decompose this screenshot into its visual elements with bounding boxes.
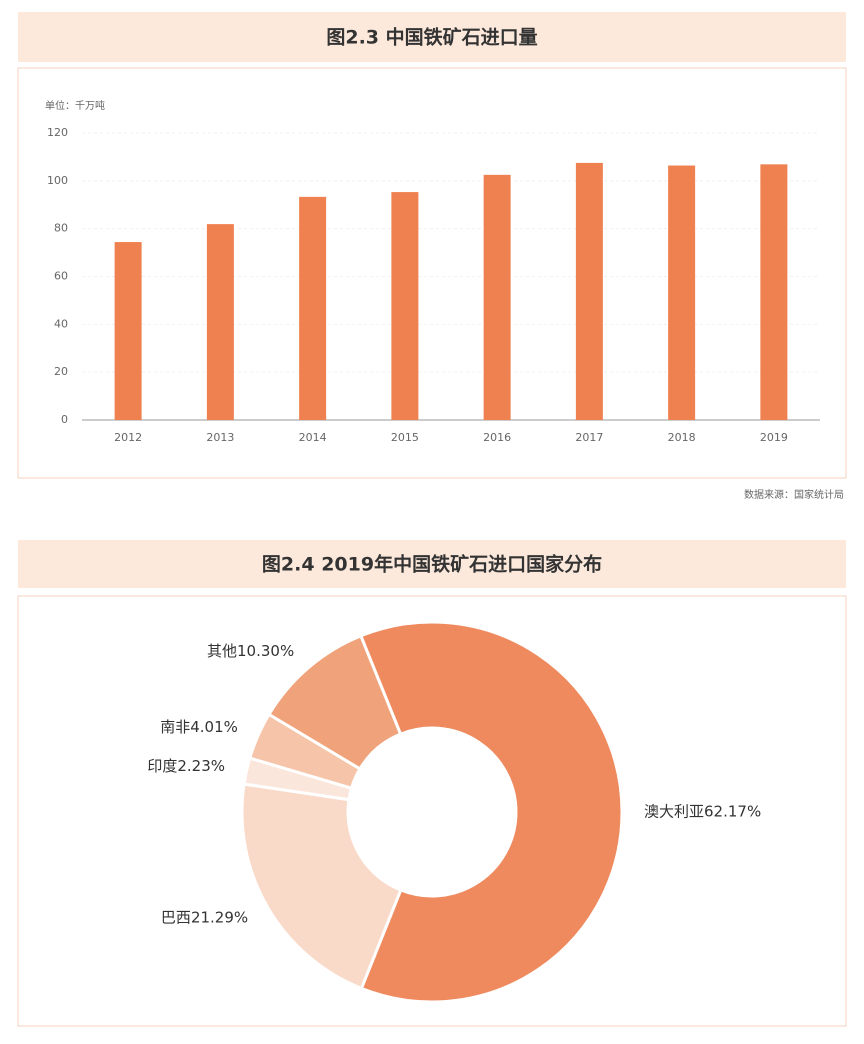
x-tick-label: 2014 — [299, 431, 327, 444]
y-tick-label: 0 — [61, 413, 68, 426]
slice-name: 澳大利亚 — [644, 802, 704, 820]
slice-label: 印度2.23% — [147, 757, 225, 775]
slice-label: 巴西21.29% — [161, 908, 248, 926]
y-tick-label: 120 — [47, 126, 68, 139]
x-tick-label: 2019 — [760, 431, 788, 444]
slice-value: 62.17% — [704, 802, 761, 820]
unit-label: 单位：千万吨 — [45, 99, 105, 112]
bar — [668, 165, 696, 420]
slice-name: 南非 — [160, 717, 190, 735]
pie-slice — [240, 782, 403, 991]
pie-slice — [358, 620, 624, 1004]
slice-value: 10.30% — [237, 641, 294, 659]
chart-title: 图2.3 中国铁矿石进口量 — [326, 26, 537, 49]
x-tick-label: 2015 — [391, 431, 419, 444]
header-box — [18, 540, 846, 588]
pie-slice — [266, 633, 403, 771]
x-tick-label: 2018 — [668, 431, 696, 444]
slice-value: 2.23% — [177, 757, 225, 775]
bar — [483, 174, 511, 420]
bar — [114, 242, 142, 420]
bar — [391, 192, 419, 420]
chart-title: 图2.4 2019年中国铁矿石进口国家分布 — [262, 553, 602, 576]
bar — [575, 162, 603, 421]
slice-name: 其他 — [207, 641, 237, 659]
source: 数据来源：国家统计局 — [744, 488, 844, 501]
y-tick-label: 80 — [54, 222, 68, 235]
x-tick-label: 2012 — [114, 431, 142, 444]
bar — [299, 196, 327, 420]
slice-name: 巴西 — [161, 908, 191, 926]
x-tick-label: 2016 — [483, 431, 511, 444]
bar — [206, 224, 234, 420]
slice-label: 南非4.01% — [160, 717, 238, 735]
slice-label: 其他10.30% — [207, 641, 294, 659]
header-box — [18, 12, 846, 62]
slice-value: 4.01% — [190, 717, 238, 735]
x-tick-label: 2013 — [206, 431, 234, 444]
y-tick-label: 100 — [47, 174, 68, 187]
slice-name: 印度 — [147, 757, 177, 775]
x-tick-label: 2017 — [575, 431, 603, 444]
slice-value: 21.29% — [191, 908, 248, 926]
slice-label: 澳大利亚62.17% — [644, 802, 761, 820]
panel — [17, 67, 847, 479]
bar — [760, 164, 788, 420]
y-tick-label: 60 — [54, 270, 68, 283]
y-tick-label: 20 — [54, 365, 68, 378]
y-tick-label: 40 — [54, 317, 68, 330]
